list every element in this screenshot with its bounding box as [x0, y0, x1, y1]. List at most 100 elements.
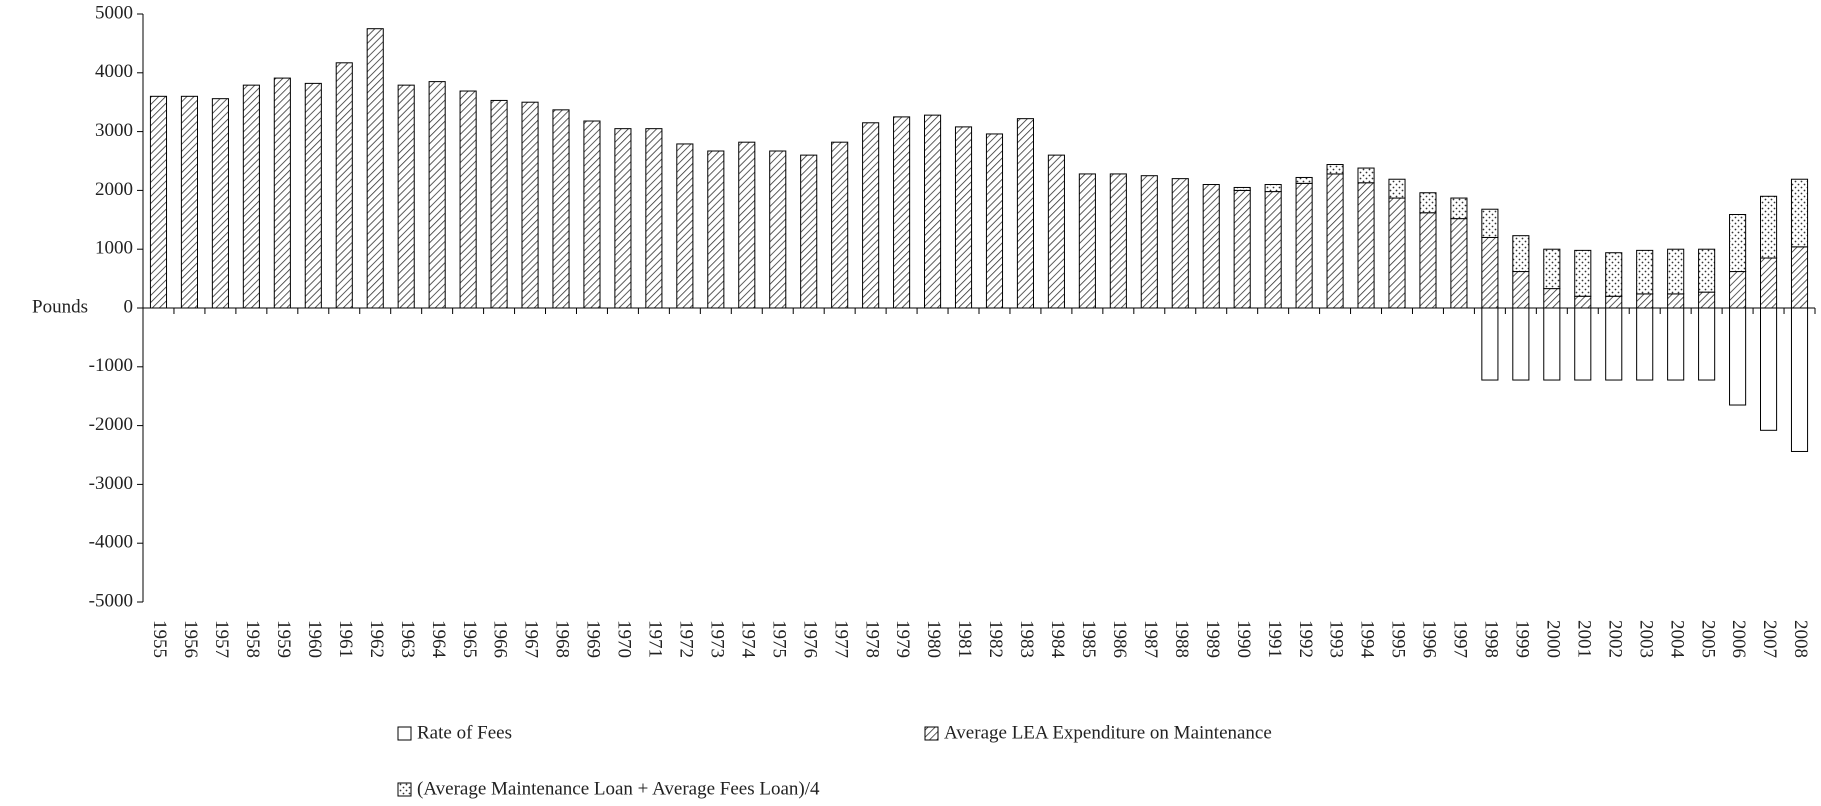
bar-segment: [1264, 184, 1282, 193]
x-tick-label: 1983: [1016, 620, 1037, 658]
bar-segment: [1512, 307, 1530, 381]
x-tick-label: 2001: [1573, 620, 1594, 658]
x-tick-label: 1972: [675, 620, 696, 658]
x-tick-label: 1984: [1047, 620, 1068, 659]
bar-segment: [1605, 307, 1623, 381]
x-tick-label: 1991: [1264, 620, 1285, 658]
x-tick-label: 1971: [645, 620, 666, 658]
bar-segment: [1636, 249, 1654, 295]
bar-segment: [1233, 186, 1251, 191]
bar-segment: [1078, 173, 1096, 309]
x-tick-label: 1996: [1419, 620, 1440, 658]
bar-segment: [397, 84, 415, 309]
x-tick-label: 1979: [892, 620, 913, 658]
x-tick-label: 1985: [1078, 620, 1099, 658]
bar-segment: [1047, 154, 1065, 309]
bar-segment: [1295, 182, 1313, 309]
bar-segment: [490, 99, 508, 309]
bar-segment: [800, 154, 818, 309]
x-tick-label: 2006: [1728, 620, 1749, 658]
bar-segment: [1388, 197, 1406, 309]
bar-segment: [1357, 182, 1375, 309]
x-tick-label: 1970: [614, 620, 635, 658]
bar-segment: [1357, 167, 1375, 184]
bar-segment: [1233, 189, 1251, 309]
bar-segment: [1574, 307, 1592, 381]
bar-segment: [1326, 173, 1344, 309]
bar-segment: [1481, 307, 1499, 381]
x-tick-label: 1989: [1202, 620, 1223, 658]
x-tick-label: 1958: [242, 620, 263, 658]
y-tick-label: 3000: [95, 120, 133, 141]
bar-segment: [645, 128, 663, 309]
y-tick-label: -1000: [89, 355, 133, 376]
x-tick-label: 1997: [1450, 620, 1471, 658]
bar-segment: [583, 120, 601, 309]
x-tick-label: 1978: [861, 620, 882, 658]
x-tick-label: 1974: [737, 620, 758, 659]
x-tick-label: 2002: [1604, 620, 1625, 658]
x-tick-label: 1999: [1511, 620, 1532, 658]
bar-segment: [521, 101, 539, 309]
bar-segment: [831, 141, 849, 309]
bar-segment: [1543, 288, 1561, 309]
x-tick-label: 1960: [304, 620, 325, 658]
bar-segment: [954, 126, 973, 309]
bar-segment: [1698, 307, 1716, 381]
x-tick-label: 2000: [1542, 620, 1563, 658]
bar-segment: [1512, 235, 1530, 273]
bar-segment: [1450, 218, 1468, 309]
bar-segment: [1543, 248, 1561, 290]
bar-segment: [893, 116, 911, 309]
bar-segment: [1543, 307, 1561, 381]
x-tick-label: 1990: [1233, 620, 1254, 658]
x-tick-label: 1976: [799, 620, 820, 658]
x-tick-label: 1967: [521, 620, 542, 658]
bar-segment: [428, 81, 446, 309]
x-tick-label: 1994: [1357, 620, 1378, 659]
x-tick-label: 1955: [149, 620, 170, 658]
x-tick-label: 2003: [1635, 620, 1656, 658]
bar-segment: [985, 133, 1004, 309]
bar-segment: [1295, 176, 1313, 184]
x-tick-label: 1973: [706, 620, 727, 658]
x-tick-label: 1965: [459, 620, 480, 658]
bar-segment: [1698, 291, 1716, 309]
x-tick-label: 2007: [1759, 620, 1780, 658]
bar-segment: [1729, 307, 1747, 406]
x-tick-label: 1966: [490, 620, 511, 658]
x-tick-label: 1961: [335, 620, 356, 658]
legend-swatch: [397, 782, 412, 797]
bar-segment: [1109, 173, 1127, 309]
bar-segment: [1790, 246, 1809, 309]
bar-segment: [1481, 236, 1499, 309]
bar-segment: [1264, 191, 1282, 309]
bar-segment: [1729, 214, 1747, 273]
bar-segment: [552, 109, 570, 309]
x-tick-label: 1956: [180, 620, 201, 658]
bar-segment: [1171, 178, 1189, 309]
bar-segment: [769, 150, 787, 309]
legend-label: (Average Maintenance Loan + Average Fees…: [417, 778, 820, 799]
x-tick-label: 1992: [1295, 620, 1316, 658]
bar-segment: [1790, 178, 1809, 248]
x-tick-label: 1969: [583, 620, 604, 658]
x-tick-label: 2005: [1697, 620, 1718, 658]
bar-segment: [1636, 293, 1654, 309]
bar-segment: [366, 28, 384, 309]
bar-segment: [1419, 212, 1437, 309]
y-tick-label: 5000: [95, 2, 133, 23]
bar-segment: [459, 90, 477, 309]
bar-segment: [211, 98, 229, 309]
bar-segment: [1512, 271, 1530, 309]
bar-segment: [1667, 307, 1685, 381]
x-tick-label: 1975: [768, 620, 789, 658]
x-tick-label: 1962: [366, 620, 387, 658]
legend-label: Rate of Fees: [417, 722, 512, 743]
bar-segment: [1450, 197, 1468, 220]
bar-segment: [1760, 257, 1778, 309]
bar-segment: [862, 122, 880, 309]
bar-segment: [1419, 192, 1437, 214]
bar-segment: [1140, 175, 1158, 309]
